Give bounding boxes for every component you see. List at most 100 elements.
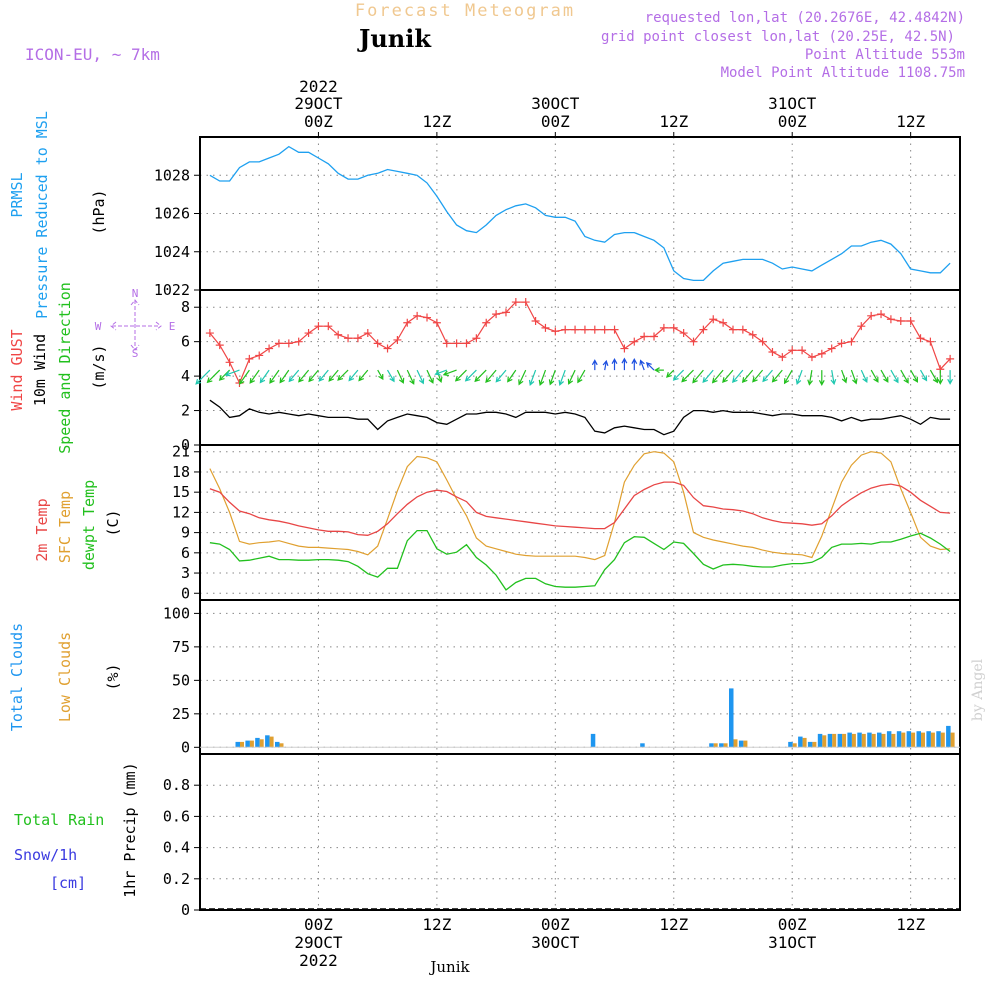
wind-arrow — [870, 369, 879, 383]
gust-marker — [551, 327, 560, 336]
top-time-label: 12Z — [659, 112, 688, 131]
gust-marker — [432, 318, 441, 327]
wind-arrow — [328, 369, 339, 382]
low-cloud-bar — [812, 741, 817, 748]
low-cloud-bar — [259, 739, 264, 748]
gust-marker — [827, 344, 836, 353]
gust-marker — [373, 339, 382, 348]
gust-marker — [906, 317, 915, 325]
rain-label: Total Rain — [14, 811, 104, 829]
gust-marker — [758, 337, 767, 346]
gust-marker — [324, 322, 333, 331]
gust-marker — [867, 311, 876, 320]
total-cloud-bar — [916, 731, 921, 748]
top-time-label: 29OCT — [294, 94, 343, 113]
gust-marker — [847, 337, 856, 346]
gust-line — [209, 301, 951, 385]
wind-arrow — [611, 358, 618, 371]
wind-arrow — [577, 369, 586, 384]
wind-gust-label: Wind GUST — [8, 329, 26, 410]
gust-marker — [521, 298, 530, 307]
wind-arrow — [474, 369, 487, 383]
gust-marker — [659, 323, 668, 332]
wind-arrow — [528, 369, 537, 386]
low-cloud-bar — [881, 733, 886, 748]
gust-marker — [423, 313, 432, 322]
gust-marker — [383, 344, 392, 353]
wind-arrow — [377, 369, 384, 381]
gust-marker — [511, 298, 520, 307]
top-time-label: 00Z — [541, 112, 570, 131]
wind-arrow — [442, 369, 457, 377]
gust-marker — [896, 317, 905, 325]
gust-marker — [334, 330, 343, 339]
gust-marker — [650, 332, 659, 341]
y-tick-label: 6 — [181, 333, 190, 351]
gust-marker — [314, 322, 323, 331]
gust-marker — [284, 339, 293, 348]
bottom-time-label: 2022 — [299, 951, 338, 970]
gust-marker — [946, 354, 955, 363]
wind-10m-label: 10m Wind — [31, 334, 49, 406]
compass-arrows — [110, 299, 162, 351]
gust-marker — [877, 310, 886, 319]
model-altitude: Model Point Altitude 1108.75m — [721, 65, 965, 81]
wind-arrow — [937, 370, 944, 385]
bottom-time-label: 00Z — [778, 915, 807, 934]
y-tick-label: 4 — [181, 367, 190, 385]
bottom-time-label: 31OCT — [768, 933, 817, 952]
low-cloud-bar — [901, 732, 906, 748]
top-time-label: 31OCT — [768, 94, 817, 113]
y-tick-label: 0.4 — [163, 839, 190, 857]
bottom-time-label: 00Z — [304, 915, 333, 934]
y-tick-label: 6 — [181, 544, 190, 562]
gust-marker — [689, 337, 698, 346]
bottom-location: Junik — [428, 958, 470, 976]
compass-n: N — [132, 287, 139, 300]
wind-arrow — [702, 369, 714, 384]
bottom-time-label: 12Z — [422, 915, 451, 934]
gust-marker — [620, 344, 629, 353]
dewpt-line — [209, 529, 951, 591]
total-cloud-bar — [738, 740, 744, 748]
wind-arrow — [358, 369, 369, 382]
wind-arrow — [752, 369, 764, 383]
gust-marker — [531, 317, 540, 325]
t2m-label: 2m Temp — [33, 498, 51, 561]
bottom-time-label: 12Z — [896, 915, 925, 934]
gust-marker — [363, 329, 372, 338]
total-cloud-bar — [590, 733, 596, 748]
pressure-line — [209, 145, 951, 282]
top-year-label: 2022 — [299, 77, 338, 96]
y-tick-label: 0 — [181, 436, 190, 454]
total-clouds-label: Total Clouds — [8, 623, 26, 731]
pressure-label-2: Pressure Reduced to MSL — [33, 111, 51, 319]
gust-marker — [274, 339, 283, 348]
gust-marker — [462, 339, 471, 348]
wind-arrow — [929, 369, 939, 384]
sfc-temp-line — [209, 451, 951, 561]
top-time-label: 12Z — [896, 112, 925, 131]
wind-arrow — [631, 358, 638, 371]
y-tick-label: 0 — [181, 738, 190, 756]
total-cloud-bar — [936, 731, 941, 748]
wind-arrow — [830, 369, 837, 386]
wind-arrow — [692, 369, 704, 384]
temp-unit: (C) — [104, 509, 122, 536]
gust-marker — [817, 349, 826, 358]
low-cloud-bar — [822, 735, 827, 748]
low-cloud-bar — [861, 733, 866, 748]
wind-arrow — [348, 369, 359, 382]
wind-arrow — [386, 369, 395, 383]
low-cloud-bar — [792, 743, 797, 748]
low-cloud-bar — [891, 733, 896, 748]
wind-arrow — [507, 369, 517, 383]
wind-arrow — [288, 369, 300, 383]
wind-arrow — [783, 369, 793, 385]
low-cloud-bar — [832, 733, 837, 748]
gust-marker — [482, 318, 491, 327]
y-tick-label: 75 — [172, 638, 190, 656]
wind-arrow — [464, 369, 477, 382]
top-time-label: 00Z — [778, 112, 807, 131]
gust-marker — [304, 329, 313, 338]
